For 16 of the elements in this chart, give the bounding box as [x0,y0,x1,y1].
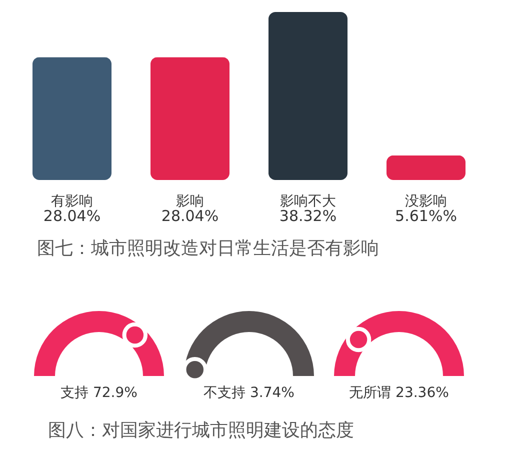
category-label: 无所谓 [349,385,392,401]
x-tick-label: 有影响 [51,194,93,210]
text: 图七：城市照明改造对日常生活是否有影响 [37,238,379,259]
data-label: 5.61%% [395,207,457,225]
data-label: 28.04% [161,207,219,225]
category-label: 支持 [60,385,89,401]
data-label: 3.74% [250,385,294,401]
data-label: 72.9% [92,385,138,401]
category-label: 不支持 [204,385,246,401]
data-label: 23.36% [396,385,449,401]
x-tick-label: 影响 [176,194,204,210]
data-label: 38.32% [279,207,337,225]
text: 图八：对国家进行城市照明建设的态度 [48,420,354,441]
x-tick-label: 影响不大 [280,194,336,210]
data-label: 28.04% [43,207,101,225]
x-tick-label: 没影响 [405,194,447,210]
